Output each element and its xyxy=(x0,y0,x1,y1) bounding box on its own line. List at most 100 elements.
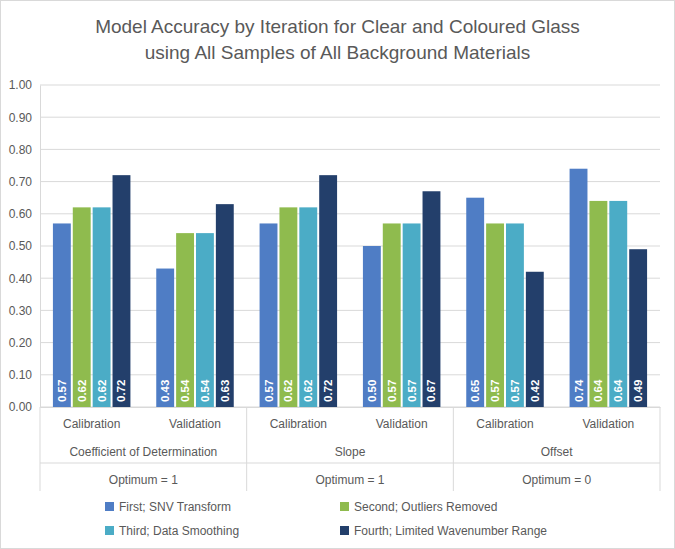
group-divider xyxy=(40,463,247,464)
group-note: Optimum = 0 xyxy=(522,473,591,487)
data-label: 0.54 xyxy=(199,379,211,402)
data-label: 0.74 xyxy=(573,379,585,402)
bar-series xyxy=(113,175,648,407)
data-label: 0.63 xyxy=(219,380,231,402)
bar-series xyxy=(53,169,588,407)
grid-line xyxy=(40,407,660,408)
y-tick: 0.50 xyxy=(9,239,40,253)
data-label: 0.64 xyxy=(612,379,624,402)
grid-line xyxy=(40,246,660,247)
bar xyxy=(383,223,401,407)
x-tick-label: Calibration xyxy=(270,417,327,431)
data-label: 0.57 xyxy=(263,380,275,402)
group-divider xyxy=(453,463,660,464)
bar xyxy=(279,207,297,407)
y-axis-line xyxy=(40,86,41,408)
bar xyxy=(506,223,524,407)
group-note: Optimum = 1 xyxy=(109,473,178,487)
bar xyxy=(570,169,588,407)
group-separator xyxy=(40,407,41,491)
x-tick-label: Validation xyxy=(376,417,428,431)
data-label: 0.57 xyxy=(509,380,521,402)
y-tick: 0.80 xyxy=(9,143,40,157)
data-label: 0.57 xyxy=(489,380,501,402)
y-tick-label: 0.70 xyxy=(9,175,33,189)
y-tick: 0.60 xyxy=(9,207,40,221)
group-separator xyxy=(453,407,454,491)
x-tick-label: Validation xyxy=(169,417,221,431)
legend-item: Second; Outliers Removed xyxy=(340,500,497,514)
data-label: 0.42 xyxy=(529,380,541,402)
x-tick: Calibration xyxy=(476,407,533,431)
chart: Model Accuracy by Iteration for Clear an… xyxy=(0,0,675,549)
bar xyxy=(629,249,647,407)
data-label: 0.62 xyxy=(76,380,88,402)
y-tick: 0.20 xyxy=(9,336,40,350)
y-tick-label: 0.30 xyxy=(9,304,33,318)
group-label: Coefficient of Determination xyxy=(69,445,217,459)
x-tick: Validation xyxy=(582,407,634,431)
bar xyxy=(156,269,174,407)
x-tick: Calibration xyxy=(270,407,327,431)
grid-line xyxy=(40,213,660,214)
bar xyxy=(609,201,627,407)
group-separator xyxy=(660,407,661,491)
x-tick: Validation xyxy=(169,407,221,431)
chart-border xyxy=(1,1,675,549)
chart-title: Model Accuracy by Iteration for Clear an… xyxy=(95,16,580,37)
x-tick-label: Validation xyxy=(582,417,634,431)
y-tick: 0.00 xyxy=(9,400,40,414)
y-tick-label: 0.10 xyxy=(9,368,33,382)
bar xyxy=(526,272,544,407)
bar-series xyxy=(73,201,608,407)
y-tick-label: 0.00 xyxy=(9,400,33,414)
bar xyxy=(403,223,421,407)
data-label: 0.62 xyxy=(282,380,294,402)
x-tick: Validation xyxy=(376,407,428,431)
grid-line xyxy=(40,278,660,279)
bar xyxy=(466,198,484,407)
bar xyxy=(486,223,504,407)
legend-swatch xyxy=(105,502,114,511)
data-label: 0.57 xyxy=(56,380,68,402)
bar xyxy=(113,175,131,407)
bar xyxy=(299,207,317,407)
data-label: 0.64 xyxy=(592,379,604,402)
data-labels: 0.570.430.570.500.650.740.620.540.620.57… xyxy=(56,379,644,402)
group-label: Offset xyxy=(541,445,573,459)
x-tick: Calibration xyxy=(63,407,120,431)
data-label: 0.54 xyxy=(179,379,191,402)
y-tick-label: 1.00 xyxy=(9,78,33,92)
grid xyxy=(40,85,660,407)
x-axis: Calibration Validation Calibration Validati… xyxy=(41,407,661,431)
bar xyxy=(53,223,71,407)
bar xyxy=(93,207,111,407)
bar xyxy=(176,233,194,407)
data-label: 0.72 xyxy=(322,380,334,402)
grid-line xyxy=(40,310,660,311)
y-tick-label: 0.40 xyxy=(9,272,33,286)
legend-item: Fourth; Limited Wavenumber Range xyxy=(340,524,547,538)
data-label: 0.50 xyxy=(366,380,378,402)
data-label: 0.65 xyxy=(469,379,481,402)
legend-label: Fourth; Limited Wavenumber Range xyxy=(354,524,547,538)
group-label: Slope xyxy=(335,445,366,459)
group-separator xyxy=(246,407,247,491)
data-label: 0.49 xyxy=(632,380,644,402)
group-note: Optimum = 1 xyxy=(315,473,384,487)
x-axis-line xyxy=(41,407,661,408)
y-tick-label: 0.60 xyxy=(9,207,33,221)
bar xyxy=(260,223,278,407)
bar-series xyxy=(93,201,628,407)
legend-item: First; SNV Transform xyxy=(105,500,231,514)
y-tick: 0.70 xyxy=(9,175,40,189)
data-label: 0.57 xyxy=(406,380,418,402)
y-tick: 0.30 xyxy=(9,304,40,318)
chart-title: using All Samples of All Background Mate… xyxy=(145,42,530,63)
grid-line xyxy=(40,117,660,118)
x-tick-label: Calibration xyxy=(63,417,120,431)
legend: First; SNV Transform Second; Outliers Rem… xyxy=(105,500,547,538)
legend-label: Second; Outliers Removed xyxy=(354,500,497,514)
y-tick: 0.40 xyxy=(9,272,40,286)
x-tick-label: Calibration xyxy=(476,417,533,431)
